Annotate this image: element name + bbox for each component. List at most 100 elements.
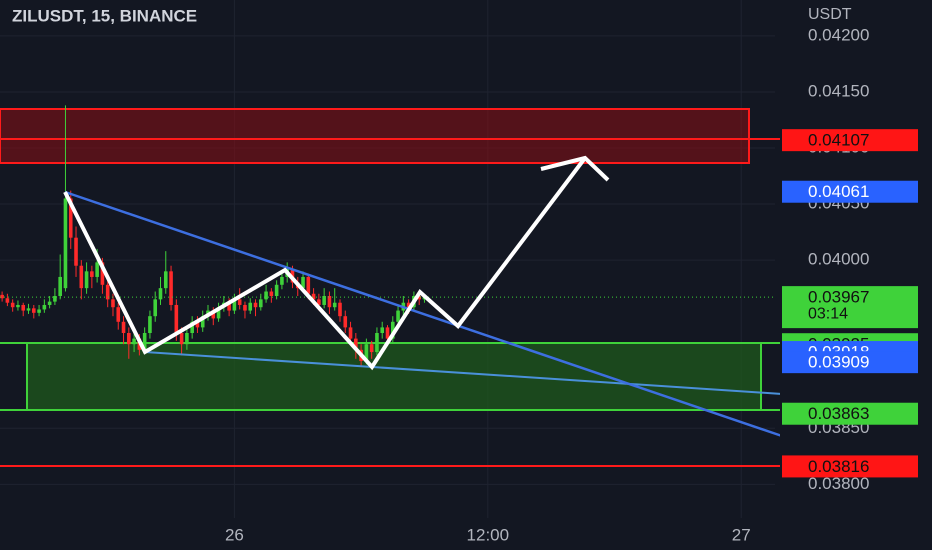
candle-body (375, 333, 379, 353)
candle-body (338, 302, 342, 317)
candle-body (5, 298, 10, 303)
candle-body (21, 304, 26, 311)
candle-body (31, 308, 36, 313)
price-label-box (782, 129, 918, 152)
candle-body (105, 284, 110, 300)
candle-body (79, 265, 84, 289)
candle-body (42, 304, 47, 310)
candle-body (190, 321, 194, 333)
candle-body (16, 304, 20, 308)
candle-body (380, 327, 385, 333)
x-tick-label: 26 (225, 525, 244, 544)
candle-body (227, 302, 231, 311)
candle-body (369, 344, 374, 353)
candle-body (127, 333, 131, 345)
candle-body (364, 344, 369, 362)
candle-body (174, 304, 179, 333)
candle-body (142, 333, 147, 350)
candle-body (47, 301, 52, 305)
candle-body (200, 316, 205, 328)
candle-body (301, 276, 305, 289)
candle-body (348, 327, 353, 339)
countdown-label: 03:14 (808, 305, 848, 322)
lower-trendline (144, 351, 783, 395)
resistance-zone (0, 108, 750, 164)
candle-body (211, 310, 216, 319)
candle-body (354, 338, 358, 350)
price-label-box (782, 455, 918, 478)
candle-body (179, 333, 184, 345)
y-tick-label: 0.03800 (808, 474, 869, 493)
candle-body (406, 302, 411, 308)
candle-body (0, 294, 4, 299)
candle-body (169, 271, 173, 305)
axis-unit: USDT (808, 6, 852, 23)
candle-body (390, 321, 395, 339)
candle-body (100, 262, 105, 285)
candle-body (243, 304, 247, 311)
price-label: 0.04107 (808, 131, 869, 150)
candle-body (269, 291, 274, 296)
candle-body (311, 293, 316, 300)
candle-body (68, 198, 73, 238)
symbol-title: ZILUSDT, 15, BINANCE (12, 6, 197, 25)
y-tick-label: 0.04200 (808, 25, 869, 44)
time-axis (0, 518, 780, 550)
price-label-box (782, 180, 918, 203)
candle-body (253, 302, 258, 308)
price-label-box (782, 286, 918, 329)
price-label-box (782, 402, 918, 425)
candle-body (148, 316, 152, 333)
candle-body (58, 276, 62, 296)
price-label: 0.04061 (808, 182, 869, 201)
candle-body (385, 327, 390, 339)
axis-labels: 0.042000.041500.041000.040500.040000.038… (225, 25, 918, 544)
candle-body (90, 271, 94, 277)
price-label: 0.03863 (808, 404, 869, 423)
candle-body (264, 291, 268, 300)
candle-body (158, 288, 163, 300)
y-tick-label: 0.04000 (808, 250, 869, 269)
candle-body (332, 302, 337, 308)
candle-body (317, 299, 321, 305)
candle-body (37, 309, 41, 313)
candle-body (258, 299, 263, 308)
candle-body (132, 338, 136, 345)
candle-body (396, 310, 400, 322)
price-label: 0.03967 (808, 288, 869, 307)
candle-body (74, 237, 78, 266)
candle-body (53, 296, 57, 302)
candle-body (343, 316, 348, 328)
price-label: 0.03816 (808, 457, 869, 476)
candle-body (280, 276, 284, 285)
x-tick-label: 12:00 (467, 525, 510, 544)
price-label: 0.03909 (808, 353, 869, 372)
candle-body (216, 307, 221, 319)
candle-body (274, 284, 279, 296)
candle-body (232, 299, 237, 311)
candle-body (327, 296, 332, 308)
candle-body (153, 299, 158, 317)
candle-body (121, 321, 126, 333)
candle-body (237, 299, 242, 305)
candle-body (10, 302, 15, 308)
upper-trendline (64, 190, 783, 438)
candle-body (322, 296, 326, 305)
demand-zone (26, 342, 762, 411)
x-tick-label: 27 (732, 525, 751, 544)
candle-body (116, 307, 121, 322)
candle-body (185, 333, 189, 345)
candle-body (248, 302, 253, 311)
projection-arrow (540, 155, 610, 182)
candle-body (306, 276, 311, 294)
candle-body (195, 321, 200, 328)
candle-body (26, 308, 31, 311)
y-tick-label: 0.04150 (808, 81, 869, 100)
candle-body (163, 271, 168, 289)
candle-body (111, 299, 115, 308)
projection-path (63, 156, 587, 371)
candle-body (417, 296, 421, 300)
candle-body (63, 198, 68, 289)
candle-body (95, 262, 99, 277)
